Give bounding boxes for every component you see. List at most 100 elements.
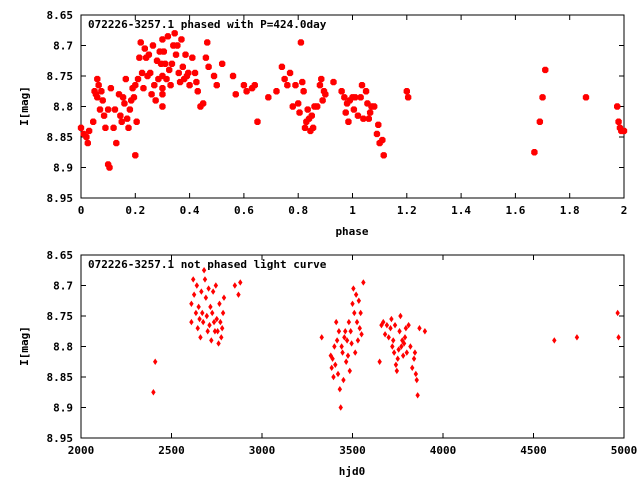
plot-frame-unphased bbox=[80, 254, 625, 439]
data-point bbox=[159, 85, 166, 92]
data-point bbox=[265, 94, 272, 101]
data-point bbox=[359, 331, 364, 338]
data-point bbox=[84, 139, 91, 147]
data-point bbox=[199, 100, 207, 107]
data-point bbox=[411, 355, 417, 362]
data-point bbox=[209, 337, 214, 344]
data-point bbox=[111, 106, 119, 113]
data-point bbox=[163, 75, 170, 83]
data-point bbox=[403, 88, 410, 95]
data-point bbox=[123, 115, 131, 122]
data-point bbox=[536, 118, 544, 125]
chart-title-phased: 072226-3257.1 phased with P=424.0day bbox=[88, 18, 327, 31]
data-point bbox=[197, 315, 202, 323]
data-point bbox=[289, 103, 296, 110]
data-point bbox=[341, 376, 346, 384]
data-point bbox=[204, 39, 211, 46]
data-point bbox=[99, 97, 106, 104]
data-point bbox=[333, 361, 338, 368]
data-point bbox=[341, 94, 348, 101]
y-tick-label: 8.75 bbox=[47, 310, 74, 323]
data-point bbox=[130, 94, 138, 101]
unphased-light-curve-panel: 072226-3257.1 not phased light curve hjd… bbox=[18, 249, 637, 478]
data-point bbox=[174, 42, 181, 49]
y-axis-label-phased: I[mag] bbox=[18, 86, 31, 126]
data-point bbox=[160, 48, 168, 55]
data-point bbox=[330, 78, 337, 86]
data-point bbox=[614, 103, 621, 110]
data-point bbox=[240, 81, 248, 89]
data-point bbox=[152, 97, 159, 104]
data-point bbox=[404, 94, 412, 101]
data-point bbox=[616, 334, 621, 341]
data-point bbox=[168, 60, 176, 67]
data-point bbox=[346, 318, 352, 326]
data-point bbox=[394, 367, 400, 375]
y-tick-label: 8.9 bbox=[53, 402, 73, 415]
y-tick-label: 8.7 bbox=[53, 40, 73, 53]
data-point bbox=[615, 118, 622, 125]
data-point bbox=[318, 75, 325, 83]
data-point bbox=[182, 51, 189, 58]
data-point bbox=[191, 69, 199, 77]
data-point bbox=[390, 343, 395, 350]
data-point bbox=[539, 94, 546, 101]
data-point bbox=[243, 88, 250, 95]
x-tick-label: 4000 bbox=[430, 444, 457, 457]
data-point bbox=[179, 63, 187, 71]
data-point bbox=[110, 124, 117, 132]
x-tick-label: 0.6 bbox=[234, 204, 254, 217]
y-tick-label: 8.95 bbox=[47, 432, 74, 445]
data-point bbox=[210, 309, 215, 317]
data-point bbox=[201, 267, 207, 274]
data-point bbox=[164, 33, 172, 40]
data-point bbox=[159, 91, 166, 98]
data-point bbox=[100, 112, 108, 119]
data-point bbox=[381, 318, 386, 326]
data-point bbox=[196, 303, 201, 311]
data-point bbox=[308, 112, 315, 119]
data-point bbox=[193, 78, 200, 86]
data-point bbox=[138, 69, 146, 77]
data-point bbox=[206, 285, 211, 292]
data-point bbox=[422, 328, 428, 335]
data-point bbox=[350, 106, 358, 113]
data-point bbox=[397, 328, 402, 335]
data-point bbox=[166, 66, 173, 74]
x-tick-label: 3000 bbox=[249, 444, 276, 457]
data-point bbox=[388, 325, 393, 332]
data-point bbox=[122, 75, 129, 83]
data-point bbox=[399, 343, 404, 350]
x-tick-label: 0.2 bbox=[125, 204, 145, 217]
data-point bbox=[159, 36, 166, 43]
data-point bbox=[189, 318, 194, 326]
data-point bbox=[104, 106, 112, 113]
data-point bbox=[193, 309, 199, 317]
data-point bbox=[542, 66, 549, 74]
data-point bbox=[316, 81, 324, 89]
data-point bbox=[186, 81, 193, 89]
data-point bbox=[137, 39, 144, 46]
y-tick-label: 8.65 bbox=[47, 249, 74, 262]
data-point bbox=[353, 349, 358, 356]
data-point bbox=[366, 109, 374, 116]
data-point bbox=[198, 334, 203, 341]
y-tick-label: 8.65 bbox=[47, 9, 74, 22]
data-point bbox=[145, 51, 153, 58]
data-point bbox=[205, 328, 210, 335]
data-point bbox=[90, 118, 97, 125]
data-point bbox=[332, 343, 337, 350]
data-point bbox=[300, 88, 307, 95]
data-point bbox=[210, 288, 216, 295]
data-point bbox=[371, 103, 378, 110]
data-point bbox=[125, 124, 132, 132]
x-tick-label: 1.8 bbox=[560, 204, 580, 217]
y-tick-label: 8.8 bbox=[53, 101, 73, 114]
y-tick-label: 8.85 bbox=[47, 371, 74, 384]
data-point bbox=[102, 124, 109, 132]
data-point bbox=[552, 337, 557, 344]
data-point bbox=[410, 364, 415, 372]
data-point bbox=[355, 337, 361, 344]
data-point bbox=[349, 340, 354, 347]
